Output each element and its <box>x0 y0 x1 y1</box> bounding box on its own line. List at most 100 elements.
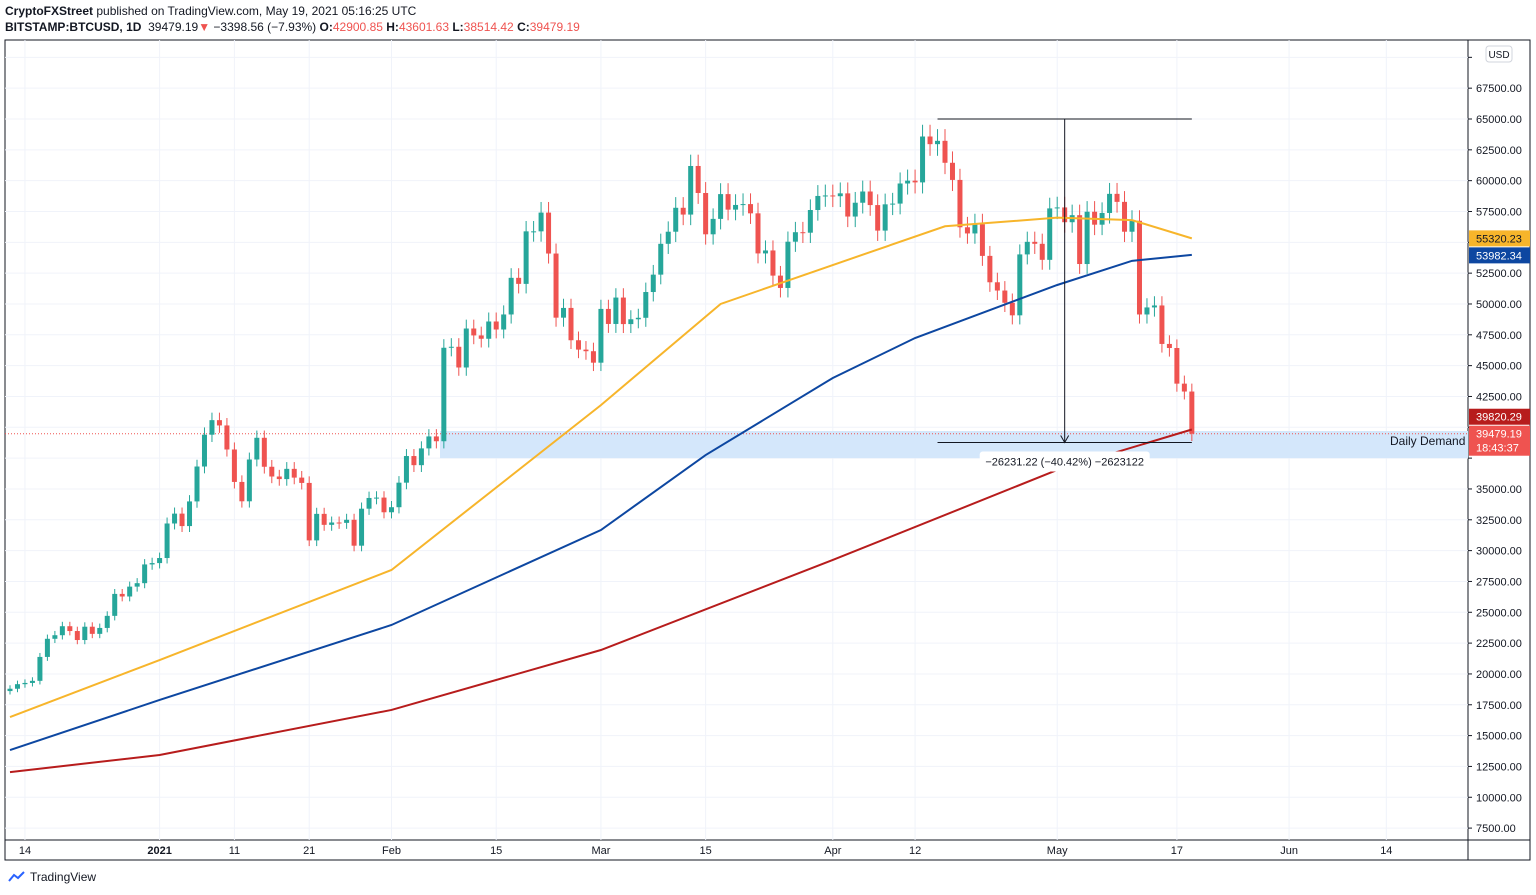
candle-body <box>44 638 50 657</box>
candle-body <box>1151 305 1157 308</box>
candle-body <box>897 183 903 204</box>
candle-body <box>276 476 282 480</box>
candle-body <box>493 321 499 330</box>
candle-body <box>1129 220 1135 232</box>
candle-body <box>254 437 260 460</box>
candle-body <box>740 204 746 206</box>
y-tick-label: 15000.00 <box>1476 731 1522 743</box>
candle-body <box>471 328 477 336</box>
candle-body <box>314 513 320 541</box>
candle-body <box>957 179 963 228</box>
candle-body <box>912 180 918 183</box>
candle-body <box>538 212 544 232</box>
candle-body <box>590 351 596 363</box>
y-tick-label: 42500.00 <box>1476 391 1522 403</box>
daily-demand-zone <box>440 430 1468 459</box>
candle-body <box>269 466 275 477</box>
candle-body <box>613 297 619 324</box>
candle-body <box>1039 243 1045 260</box>
candle-body <box>695 165 701 193</box>
candle-body <box>979 224 985 256</box>
published-text: published on TradingView.com, May 19, 20… <box>96 4 417 18</box>
y-tick-label: 22500.00 <box>1476 638 1522 650</box>
candle-body <box>568 307 574 341</box>
x-tick-label: Jun <box>1280 845 1298 857</box>
candle-body <box>815 195 821 211</box>
candle-body <box>216 420 222 426</box>
candle-body <box>119 593 125 597</box>
candle-body <box>733 204 739 210</box>
y-tick-label: 62500.00 <box>1476 145 1522 157</box>
candle-body <box>1107 193 1113 213</box>
candle-body <box>1136 220 1142 315</box>
candle-body <box>703 192 709 235</box>
symbol-legend: BITSTAMP:BTCUSD, 1D 39479.19▼ −3398.56 (… <box>5 20 580 34</box>
candle-body <box>680 207 686 215</box>
tradingview-logo[interactable]: TradingView <box>8 870 96 884</box>
candle-body <box>246 459 252 502</box>
candle-body <box>770 250 776 276</box>
candle-body <box>157 558 163 564</box>
x-tick-label: Mar <box>591 845 610 857</box>
candle-body <box>837 193 843 197</box>
candle-body <box>403 456 409 483</box>
candle-body <box>583 349 589 352</box>
candle-body <box>306 482 312 541</box>
candle-body <box>1122 201 1128 232</box>
y-tick-label: 27500.00 <box>1476 576 1522 588</box>
candle-body <box>635 317 641 320</box>
candle-body <box>920 136 926 183</box>
candle-body <box>1084 211 1090 265</box>
close-label: C: <box>517 20 530 34</box>
measure-label: −26231.22 (−40.42%) −2623122 <box>985 456 1144 468</box>
last-price-label: 39479.19 <box>1476 429 1522 441</box>
candle-body <box>830 195 836 197</box>
candle-body <box>748 204 754 214</box>
candle-body <box>134 583 140 587</box>
candle-body <box>37 656 43 681</box>
ma-price-label: 53982.34 <box>1476 250 1522 262</box>
candle-body <box>418 448 424 466</box>
y-tick-label: 17500.00 <box>1476 700 1522 712</box>
x-tick-label: Apr <box>824 845 841 857</box>
candle-body <box>104 615 110 628</box>
candle-body <box>575 340 581 350</box>
candle-body <box>777 275 783 288</box>
candle-body <box>82 626 88 641</box>
candle-body <box>987 255 993 283</box>
symbol: BITSTAMP:BTCUSD, 1D <box>5 20 142 34</box>
x-tick-label: 21 <box>303 845 315 857</box>
candle-body <box>374 497 380 499</box>
x-tick-label: 14 <box>19 845 31 857</box>
candle-body <box>972 224 978 234</box>
candle-body <box>1114 193 1120 202</box>
candle-body <box>531 231 537 233</box>
x-tick-label: 15 <box>700 845 712 857</box>
y-tick-label: 52500.00 <box>1476 268 1522 280</box>
candle-body <box>1024 241 1030 255</box>
candle-body <box>142 564 148 584</box>
change: −3398.56 (−7.93%) <box>213 20 317 34</box>
x-tick-label: 15 <box>490 845 502 857</box>
candle-body <box>456 346 462 368</box>
candle-body <box>658 243 664 275</box>
currency-label: USD <box>1488 50 1509 61</box>
candle-body <box>89 626 95 634</box>
candle-body <box>284 468 290 480</box>
candle-body <box>486 321 492 339</box>
down-arrow-icon: ▼ <box>198 20 211 34</box>
candle-body <box>74 631 80 641</box>
candle-body <box>1054 207 1060 209</box>
candle-body <box>299 477 305 483</box>
candle-body <box>508 277 514 315</box>
candle-body <box>291 468 297 478</box>
publisher: CryptoFXStreet <box>5 4 94 18</box>
daily-demand-label: Daily Demand <box>1390 434 1465 448</box>
candle-body <box>14 684 20 689</box>
candle-body <box>725 194 731 210</box>
candle-body <box>688 165 694 215</box>
candle-body <box>942 140 948 163</box>
y-tick-label: 12500.00 <box>1476 761 1522 773</box>
y-tick-label: 57500.00 <box>1476 206 1522 218</box>
